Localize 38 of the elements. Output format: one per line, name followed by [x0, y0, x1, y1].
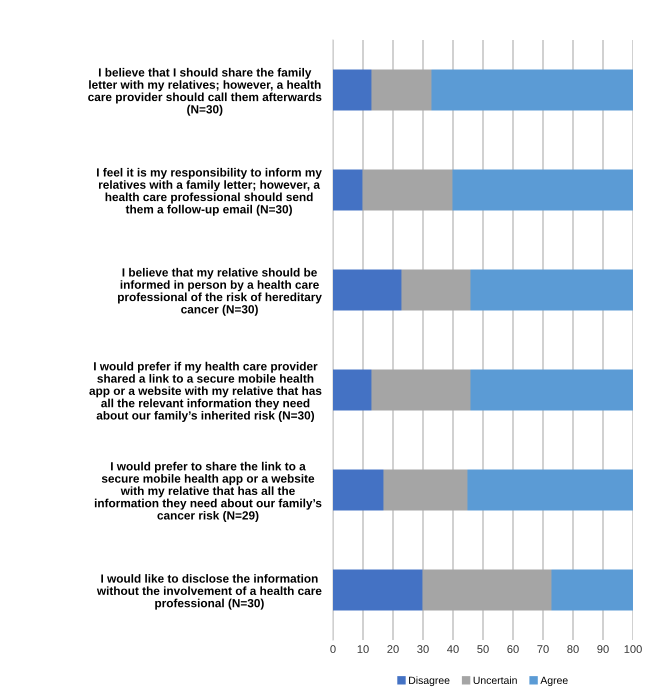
x-tick-label: 100	[624, 645, 642, 654]
x-tick-label: 70	[537, 645, 549, 654]
x-tick-label: 60	[507, 645, 519, 654]
x-tick-label: 10	[358, 645, 369, 654]
bar	[333, 169, 364, 211]
bar	[333, 569, 424, 611]
bar	[431, 69, 633, 111]
x-tick-label: 30	[417, 645, 429, 654]
bar	[362, 169, 454, 211]
bar	[470, 369, 633, 411]
bar	[371, 69, 433, 111]
bar	[383, 469, 469, 511]
bar	[470, 269, 633, 311]
bar	[333, 269, 403, 311]
bar	[452, 169, 633, 211]
legend-label: Disagree	[409, 676, 450, 686]
x-tick-label: 40	[447, 645, 459, 654]
bar	[467, 469, 633, 511]
y-tick-label: I would like to disclose the information without the involvement of a health care professional (N=30)	[96, 574, 322, 610]
x-tick-label: 0	[330, 645, 336, 654]
y-tick-label: I feel it is my responsibility to inform my relatives with a family letter; however, a health care professional should send them a follow-up email (N=30)	[97, 168, 322, 216]
y-tick-label: I would prefer if my health care provider shared a link to a secure mobile health app or a website with my relative that has all the relevant information they need about our family’s inherited risk (N=30)	[89, 362, 322, 422]
legend-label: Agree	[540, 676, 568, 686]
bar	[551, 569, 633, 611]
x-tick-label: 50	[477, 645, 489, 654]
y-tick-label: I believe that my relative should be informed in person by a health care professional of the risk of hereditary cancer (N=30)	[118, 268, 322, 316]
x-tick-label: 90	[597, 645, 609, 654]
bar	[333, 69, 373, 111]
y-tick-label: I would prefer to share the link to a secure mobile health app or a website with my relative that has all the information they need about our family’s cancer risk (N=29)	[94, 462, 322, 522]
bar	[333, 369, 373, 411]
bar	[371, 369, 472, 411]
bar	[401, 269, 472, 311]
bar	[422, 569, 553, 611]
legend-label: Uncertain	[474, 676, 517, 684]
x-tick-label: 80	[567, 645, 579, 654]
bar	[333, 469, 385, 511]
x-tick-label: 20	[387, 645, 399, 654]
y-tick-label: I believe that I should share the family letter with my relatives; however, a health care provider should call them afterwards (N=30)	[88, 68, 322, 116]
